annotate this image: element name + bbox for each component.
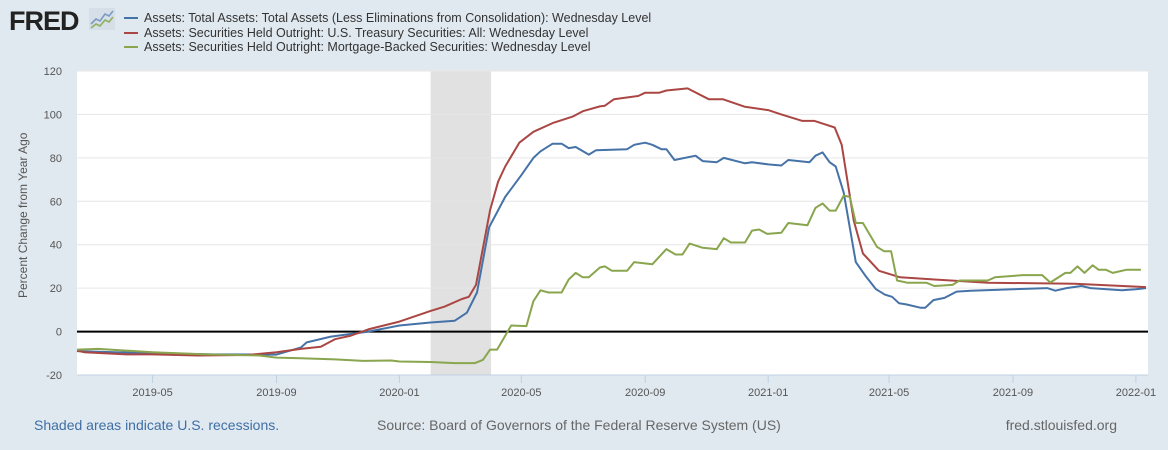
y-tick-label: 100 xyxy=(44,109,62,121)
y-tick-label: 60 xyxy=(50,196,62,208)
chart-legend: Assets: Total Assets: Total Assets (Less… xyxy=(124,11,651,55)
legend-swatch xyxy=(124,17,138,20)
y-tick-label: 20 xyxy=(50,283,62,295)
x-tick-label: 2019-09 xyxy=(256,387,296,399)
site-link[interactable]: fred.stlouisfed.org xyxy=(1005,417,1117,433)
legend-swatch xyxy=(124,46,138,49)
y-tick-label: 0 xyxy=(56,327,62,339)
x-tick-label: 2021-05 xyxy=(869,387,909,399)
series-line-total-assets xyxy=(76,141,1147,356)
fred-logo[interactable]: FRED xyxy=(9,6,79,37)
y-tick-label: 40 xyxy=(50,240,62,252)
legend-item-mbs[interactable]: Assets: Securities Held Outright: Mortga… xyxy=(124,40,651,55)
line-chart: -20 0 20 40 60 80 100 120 2019-05 2019-09 2020-01 2… xyxy=(44,66,1156,399)
y-tick-label: -20 xyxy=(46,370,62,382)
x-tick-label: 2021-01 xyxy=(748,387,788,399)
y-axis-label: Percent Change from Year Ago xyxy=(16,132,30,298)
recession-shading xyxy=(430,71,492,375)
series-line-mbs xyxy=(76,194,1141,365)
x-tick-label: 2020-01 xyxy=(379,387,419,399)
y-tick-label: 80 xyxy=(50,153,62,165)
legend-label: Assets: Total Assets: Total Assets (Less… xyxy=(144,11,652,25)
series-line-treasury xyxy=(76,87,1147,357)
legend-swatch xyxy=(124,31,138,34)
legend-item-treasury[interactable]: Assets: Securities Held Outright: U.S. T… xyxy=(124,26,651,41)
x-tick-label: 2021-09 xyxy=(993,387,1033,399)
y-tick-label: 120 xyxy=(44,66,62,78)
legend-label: Assets: Securities Held Outright: Mortga… xyxy=(144,40,591,54)
x-tick-label: 2022-01 xyxy=(1116,387,1156,399)
fred-logo-text: FRED xyxy=(9,6,79,36)
source-text: Source: Board of Governors of the Federa… xyxy=(377,417,781,433)
fred-graph-icon xyxy=(89,8,115,30)
plot-area xyxy=(77,71,1148,375)
recession-note-link[interactable]: Shaded areas indicate U.S. recessions. xyxy=(34,417,280,433)
legend-label: Assets: Securities Held Outright: U.S. T… xyxy=(144,25,589,40)
x-tick-label: 2020-05 xyxy=(501,387,541,399)
legend-item-total-assets[interactable]: Assets: Total Assets: Total Assets (Less… xyxy=(124,11,651,26)
x-tick-label: 2019-05 xyxy=(132,387,172,399)
x-tick-label: 2020-09 xyxy=(625,387,665,399)
